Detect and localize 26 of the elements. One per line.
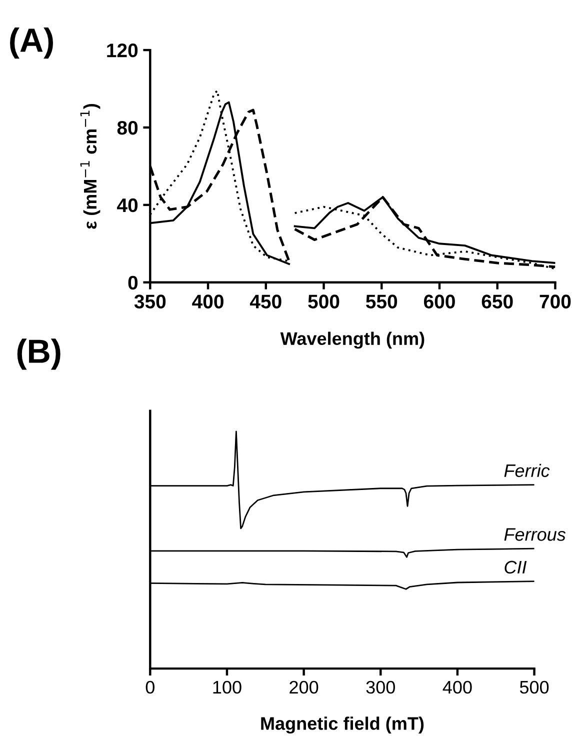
x-tick-label: 500 — [520, 680, 549, 694]
y-tick-label: 0 — [128, 276, 138, 290]
x-tick-label: 300 — [366, 680, 395, 694]
x-tick-label: 100 — [213, 680, 242, 694]
x-tick-label: 200 — [290, 680, 318, 694]
y-axis-title: ε (mM$^{−1}$ cm$^{−1}$) — [80, 104, 100, 229]
series-label: CII — [504, 560, 527, 574]
x-tick-label: 550 — [366, 294, 398, 308]
x-axis-title: Wavelength (nm) — [280, 332, 424, 349]
x-axis-title: Magnetic field (mT) — [261, 716, 424, 734]
x-tick-label: 400 — [192, 294, 224, 308]
x-tick-label: 500 — [308, 294, 340, 308]
y-tick-label: 80 — [117, 120, 138, 135]
x-tick-label: 400 — [442, 680, 472, 694]
x-tick-label: 450 — [250, 294, 282, 308]
x-tick-label: 0 — [146, 680, 154, 694]
series-label: Ferric — [504, 464, 550, 478]
series-label: Ferrous — [504, 528, 566, 541]
y-tick-label: 120 — [107, 44, 138, 58]
x-tick-label: 350 — [134, 294, 166, 308]
x-tick-label: 600 — [424, 294, 455, 308]
x-tick-label: 650 — [482, 294, 513, 308]
chart-title: (A) — [10, 28, 53, 59]
x-tick-label: 700 — [540, 294, 571, 308]
y-tick-label: 40 — [117, 198, 138, 212]
chart-title: (B) — [17, 338, 60, 370]
